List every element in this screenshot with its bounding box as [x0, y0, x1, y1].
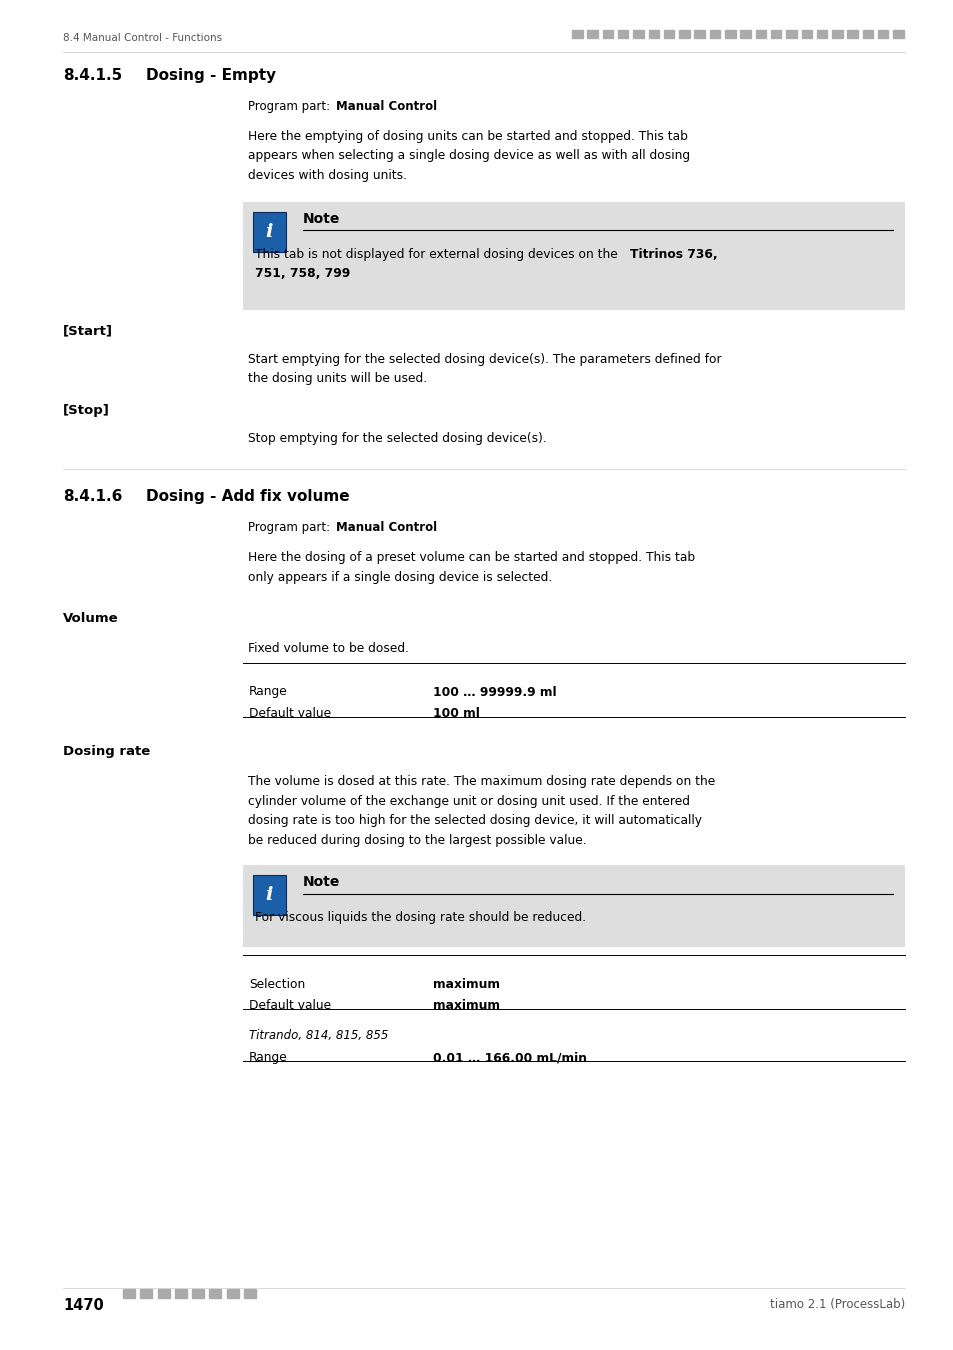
Text: 751, 758, 799: 751, 758, 799	[254, 267, 350, 279]
Text: i: i	[266, 223, 273, 240]
Text: Dosing - Empty: Dosing - Empty	[146, 68, 275, 82]
Bar	[587, 30, 598, 38]
Bar	[633, 30, 643, 38]
Text: [Stop]: [Stop]	[63, 404, 110, 417]
Text: 100 ml: 100 ml	[433, 707, 479, 720]
Text: be reduced during dosing to the largest possible value.: be reduced during dosing to the largest …	[248, 833, 586, 846]
Bar	[663, 30, 674, 38]
Text: Note: Note	[303, 212, 340, 225]
Bar	[892, 30, 902, 38]
Text: 0.01 … 166.00 mL/min: 0.01 … 166.00 mL/min	[433, 1052, 586, 1064]
FancyBboxPatch shape	[253, 875, 286, 915]
Text: Here the dosing of a preset volume can be started and stopped. This tab: Here the dosing of a preset volume can b…	[248, 551, 695, 564]
Text: .: .	[344, 267, 348, 279]
Text: 8.4.1.5: 8.4.1.5	[63, 68, 122, 82]
Text: Program part:: Program part:	[248, 521, 334, 535]
Text: Dosing - Add fix volume: Dosing - Add fix volume	[146, 489, 349, 504]
Text: Range: Range	[249, 1052, 288, 1064]
Bar	[694, 30, 704, 38]
Bar	[174, 1289, 187, 1297]
Text: Stop emptying for the selected dosing device(s).: Stop emptying for the selected dosing de…	[248, 432, 546, 444]
Text: This tab is not displayed for external dosing devices on the: This tab is not displayed for external d…	[254, 247, 621, 261]
Bar	[785, 30, 796, 38]
Text: i: i	[266, 886, 273, 904]
Text: Selection: Selection	[249, 977, 305, 991]
Bar	[724, 30, 735, 38]
Bar	[846, 30, 857, 38]
Bar	[123, 1289, 135, 1297]
Bar	[740, 30, 750, 38]
Text: devices with dosing units.: devices with dosing units.	[248, 169, 407, 182]
Text: only appears if a single dosing device is selected.: only appears if a single dosing device i…	[248, 571, 552, 583]
Bar	[140, 1289, 152, 1297]
FancyBboxPatch shape	[243, 201, 904, 309]
Bar	[862, 30, 872, 38]
Text: appears when selecting a single dosing device as well as with all dosing: appears when selecting a single dosing d…	[248, 150, 689, 162]
Text: maximum: maximum	[433, 977, 499, 991]
Bar	[157, 1289, 170, 1297]
Text: Titrando, 814, 815, 855: Titrando, 814, 815, 855	[249, 1029, 388, 1042]
Bar	[244, 1289, 255, 1297]
Text: cylinder volume of the exchange unit or dosing unit used. If the entered: cylinder volume of the exchange unit or …	[248, 795, 689, 807]
Text: Dosing rate: Dosing rate	[63, 745, 150, 757]
Bar	[877, 30, 887, 38]
Text: [Start]: [Start]	[63, 324, 112, 338]
Text: Default value: Default value	[249, 999, 331, 1012]
Text: Default value: Default value	[249, 707, 331, 720]
Text: Program part:: Program part:	[248, 100, 334, 113]
Bar	[602, 30, 613, 38]
Text: Titrinos 736,: Titrinos 736,	[630, 247, 717, 261]
Text: Volume: Volume	[63, 612, 118, 625]
Text: Range: Range	[249, 686, 288, 698]
Bar	[831, 30, 841, 38]
Text: Manual Control: Manual Control	[335, 100, 436, 113]
Text: tiamo 2.1 (ProcessLab): tiamo 2.1 (ProcessLab)	[769, 1297, 904, 1311]
Bar	[572, 30, 582, 38]
Bar	[709, 30, 720, 38]
Text: 100 … 99999.9 ml: 100 … 99999.9 ml	[433, 686, 556, 698]
Bar	[192, 1289, 204, 1297]
Bar	[755, 30, 765, 38]
Text: the dosing units will be used.: the dosing units will be used.	[248, 373, 427, 385]
Text: 8.4.1.6: 8.4.1.6	[63, 489, 122, 504]
Text: Note: Note	[303, 875, 340, 890]
Text: Manual Control: Manual Control	[335, 521, 436, 535]
Text: Here the emptying of dosing units can be started and stopped. This tab: Here the emptying of dosing units can be…	[248, 130, 687, 143]
Bar	[648, 30, 659, 38]
Text: Start emptying for the selected dosing device(s). The parameters defined for: Start emptying for the selected dosing d…	[248, 352, 720, 366]
Bar	[816, 30, 826, 38]
Text: For viscous liquids the dosing rate should be reduced.: For viscous liquids the dosing rate shou…	[254, 911, 585, 923]
FancyBboxPatch shape	[253, 212, 286, 251]
FancyBboxPatch shape	[243, 865, 904, 946]
Bar	[227, 1289, 238, 1297]
Text: 8.4 Manual Control - Functions: 8.4 Manual Control - Functions	[63, 32, 222, 43]
Text: maximum: maximum	[433, 999, 499, 1012]
Bar	[770, 30, 781, 38]
Bar	[801, 30, 811, 38]
Text: Fixed volume to be dosed.: Fixed volume to be dosed.	[248, 643, 409, 655]
Text: The volume is dosed at this rate. The maximum dosing rate depends on the: The volume is dosed at this rate. The ma…	[248, 775, 715, 788]
Bar	[210, 1289, 221, 1297]
Bar	[679, 30, 689, 38]
Text: dosing rate is too high for the selected dosing device, it will automatically: dosing rate is too high for the selected…	[248, 814, 701, 828]
Bar	[618, 30, 628, 38]
Text: 1470: 1470	[63, 1297, 104, 1314]
